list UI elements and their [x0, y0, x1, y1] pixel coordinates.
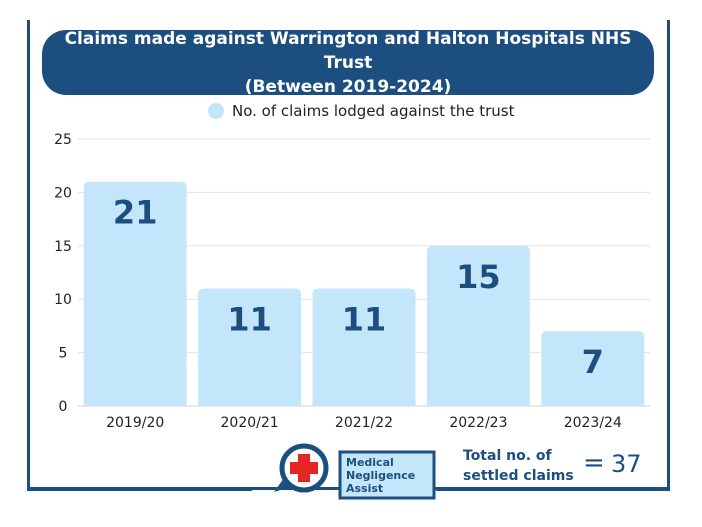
x-tick-label: 2022/23	[449, 415, 507, 431]
footer-rule-left	[27, 488, 252, 491]
logo-text-line2: Negligence	[346, 469, 415, 482]
chart-title: Claims made against Warrington and Halto…	[64, 28, 632, 73]
y-tick-label: 0	[59, 399, 68, 415]
x-tick-label: 2021/22	[335, 415, 393, 431]
medical-negligence-assist-logo: Medical Negligence Assist	[274, 443, 436, 500]
y-tick-label: 20	[54, 185, 72, 201]
footer-rule-right	[436, 488, 670, 491]
data-label: 7	[582, 343, 604, 381]
bar-2022/23	[426, 245, 530, 406]
legend: No. of claims lodged against the trust	[208, 101, 514, 121]
legend-swatch	[208, 103, 224, 119]
total-label-line1: Total no. of	[463, 448, 552, 464]
logo-text-box	[338, 450, 436, 500]
bar-2021/22	[312, 288, 416, 406]
bar-2020/21	[198, 288, 302, 406]
logo-text-line1: Medical	[346, 456, 394, 469]
y-tick-label: 15	[54, 239, 72, 255]
chart-subtitle: (Between 2019-2024)	[244, 76, 452, 97]
data-label: 11	[227, 301, 272, 339]
total-settled-value: 37	[611, 450, 642, 478]
data-label: 11	[342, 301, 387, 339]
phone-handset-icon	[274, 478, 294, 492]
x-tick-label: 2023/24	[564, 415, 622, 431]
data-label: 21	[113, 194, 158, 232]
title-banner: Claims made against Warrington and Halto…	[42, 28, 654, 97]
bar-2023/24	[541, 331, 645, 406]
bar-chart: 0 5 10 15 20 25 21 2019/20 11 2020/21 11 2021/22 15 2…	[54, 132, 650, 431]
legend-label: No. of claims lodged against the trust	[232, 102, 515, 120]
y-tick-label: 5	[59, 346, 68, 362]
logo-text-line3: Assist	[346, 482, 383, 495]
data-label: 15	[456, 258, 501, 296]
total-equals: =	[583, 448, 605, 478]
total-label-line2: settled claims	[463, 468, 574, 484]
y-tick-label: 10	[54, 292, 72, 308]
y-tick-label: 25	[54, 132, 72, 148]
bar-2019/20	[83, 181, 187, 406]
total-settled-label: Total no. of settled claims	[463, 446, 575, 486]
x-tick-label: 2019/20	[106, 415, 164, 431]
x-tick-label: 2020/21	[221, 415, 279, 431]
